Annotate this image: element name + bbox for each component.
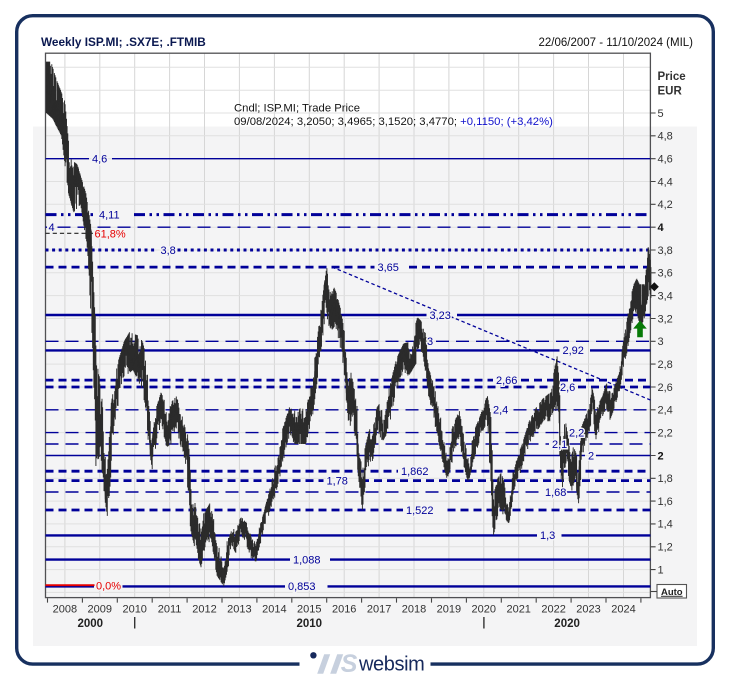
svg-text:2,8: 2,8 <box>658 359 673 371</box>
svg-text:1,522: 1,522 <box>406 505 434 517</box>
svg-text:4,6: 4,6 <box>658 154 673 166</box>
svg-text:09/08/2024; 3,2050; 3,4965; 3,: 09/08/2024; 3,2050; 3,4965; 3,1520; 3,47… <box>234 116 553 128</box>
svg-text:22/06/2007 - 11/10/2024 (MIL): 22/06/2007 - 11/10/2024 (MIL) <box>538 37 693 49</box>
svg-text:3,2: 3,2 <box>658 313 673 325</box>
svg-text:3,6: 3,6 <box>658 268 673 280</box>
svg-text:61,8%: 61,8% <box>95 228 126 240</box>
svg-text:2016: 2016 <box>332 604 356 616</box>
svg-text:1,088: 1,088 <box>293 554 321 566</box>
svg-text:2000: 2000 <box>78 618 104 630</box>
svg-text:2,4: 2,4 <box>493 405 508 417</box>
svg-text:1,2: 1,2 <box>658 542 673 554</box>
svg-text:3,65: 3,65 <box>378 262 399 274</box>
svg-text:3,8: 3,8 <box>161 245 176 257</box>
svg-text:2008: 2008 <box>53 604 77 616</box>
svg-text:2023: 2023 <box>576 604 600 616</box>
svg-text:2: 2 <box>658 450 664 462</box>
svg-text:2010: 2010 <box>122 604 146 616</box>
svg-text:1,6: 1,6 <box>658 496 673 508</box>
svg-text:2017: 2017 <box>367 604 391 616</box>
svg-text:2022: 2022 <box>541 604 565 616</box>
svg-text:4: 4 <box>658 222 665 234</box>
svg-text:3: 3 <box>658 336 664 348</box>
svg-text:1,862: 1,862 <box>401 466 429 478</box>
svg-text:0,853: 0,853 <box>288 581 316 593</box>
svg-text:2,66: 2,66 <box>496 375 517 387</box>
svg-text:1,3: 1,3 <box>540 530 555 542</box>
svg-text:2,4: 2,4 <box>658 405 673 417</box>
svg-text:2,2: 2,2 <box>569 427 584 439</box>
svg-text:Auto: Auto <box>661 587 683 598</box>
svg-text:Price: Price <box>658 71 686 83</box>
svg-text:4,11: 4,11 <box>99 209 120 221</box>
svg-text:2012: 2012 <box>192 604 216 616</box>
svg-text:3: 3 <box>427 336 433 348</box>
svg-text:1,78: 1,78 <box>327 475 348 487</box>
svg-text:2021: 2021 <box>506 604 530 616</box>
svg-text:2011: 2011 <box>158 604 182 616</box>
svg-text:2014: 2014 <box>262 604 286 616</box>
svg-text:5: 5 <box>658 108 664 120</box>
svg-text:2009: 2009 <box>88 604 112 616</box>
svg-text:2015: 2015 <box>297 604 321 616</box>
svg-text:2,6: 2,6 <box>658 382 673 394</box>
svg-text:1,8: 1,8 <box>658 473 673 485</box>
svg-text:2013: 2013 <box>227 604 251 616</box>
svg-text:1,4: 1,4 <box>658 519 673 531</box>
svg-text:4,2: 4,2 <box>658 199 673 211</box>
svg-text:4,4: 4,4 <box>658 176 673 188</box>
svg-text:2,92: 2,92 <box>563 345 584 357</box>
svg-text:Cndl; ISP.MI; Trade Price: Cndl; ISP.MI; Trade Price <box>234 103 360 115</box>
svg-text:1: 1 <box>658 564 664 576</box>
svg-text:2,6: 2,6 <box>560 382 575 394</box>
svg-text:2019: 2019 <box>437 604 461 616</box>
svg-text:2018: 2018 <box>402 604 426 616</box>
svg-text:2: 2 <box>588 450 594 462</box>
svg-text:2020: 2020 <box>554 618 580 630</box>
svg-text:3,4: 3,4 <box>658 290 673 302</box>
svg-text:S: S <box>341 650 358 678</box>
svg-text:2,1: 2,1 <box>552 439 567 451</box>
svg-text:2010: 2010 <box>297 618 323 630</box>
svg-text:EUR: EUR <box>658 86 683 98</box>
svg-text:3,8: 3,8 <box>658 245 673 257</box>
svg-text:4: 4 <box>49 222 55 234</box>
svg-text:2024: 2024 <box>611 604 635 616</box>
svg-text:2,2: 2,2 <box>658 427 673 439</box>
svg-text:Weekly ISP.MI; .SX7E; .FTMIB: Weekly ISP.MI; .SX7E; .FTMIB <box>41 35 206 49</box>
svg-text:1,68: 1,68 <box>545 487 566 499</box>
svg-text:4,8: 4,8 <box>658 131 673 143</box>
svg-text:3,23: 3,23 <box>430 310 451 322</box>
svg-text:4,6: 4,6 <box>92 154 107 166</box>
svg-text:websim: websim <box>358 654 424 676</box>
svg-text:2020: 2020 <box>472 604 496 616</box>
svg-text:0,0%: 0,0% <box>96 580 121 592</box>
